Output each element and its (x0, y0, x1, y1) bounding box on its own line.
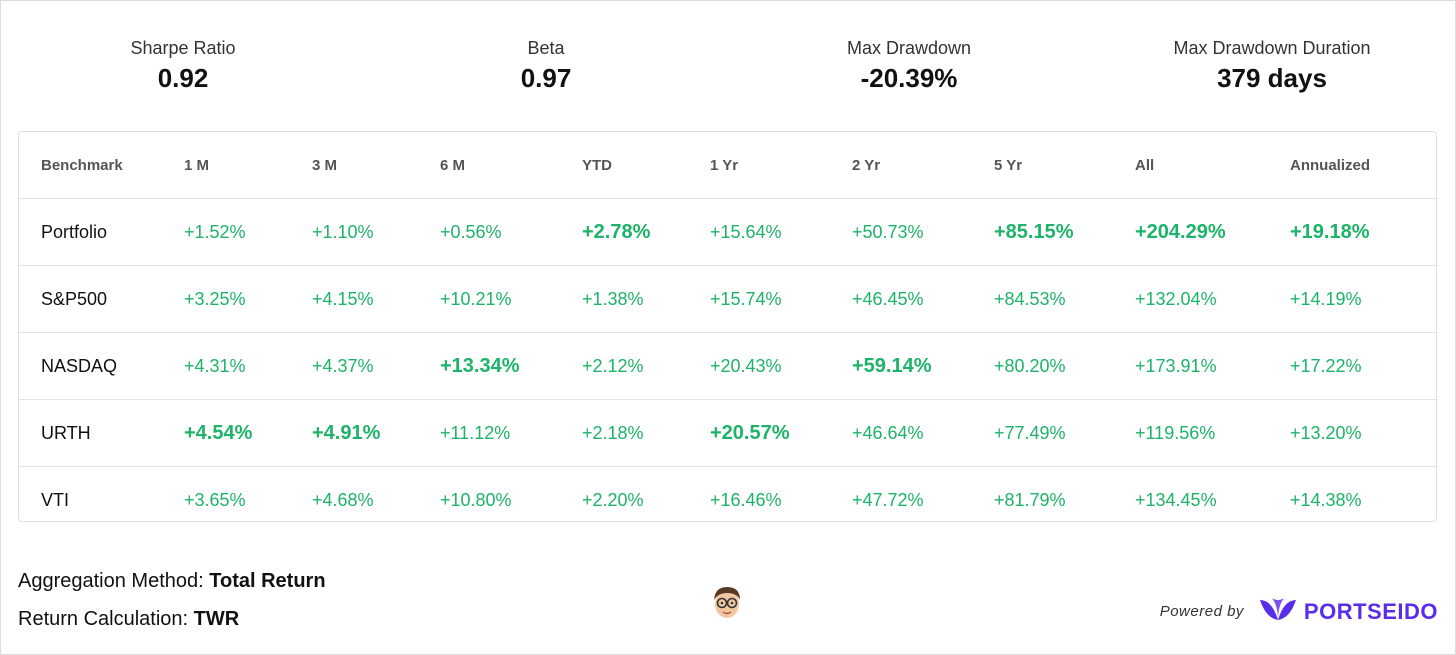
return-cell: +1.52% (162, 198, 290, 266)
stat-value: 0.92 (157, 63, 209, 93)
return-cell: +3.25% (162, 265, 290, 333)
return-cell: +46.45% (830, 265, 972, 333)
column-header: Benchmark (19, 132, 162, 199)
return-cell-best: +20.57% (688, 399, 830, 467)
powered-by-label: Powered by (1159, 603, 1244, 620)
return-cell: +14.19% (1268, 265, 1438, 333)
stat-max-drawdown-duration: Max Drawdown Duration 379 days (1122, 38, 1422, 94)
return-cell: +80.20% (972, 332, 1113, 400)
benchmark-name: S&P500 (19, 265, 162, 333)
return-cell: +47.72% (852, 489, 924, 510)
column-header: 2 Yr (830, 132, 972, 199)
return-cell: +15.74% (688, 265, 830, 333)
return-cell: +4.37% (290, 332, 418, 400)
column-header: All (1113, 132, 1268, 199)
return-cell: +11.12% (418, 399, 560, 467)
return-cell: +10.21% (418, 265, 560, 333)
stat-max-drawdown: Max Drawdown -20.39% (759, 38, 1059, 94)
table-header-row: Benchmark 1 M 3 M 6 M YTD 1 Yr 2 Yr 5 Yr… (19, 132, 1438, 199)
return-cell: +132.04% (1113, 265, 1268, 333)
column-header: 3 M (290, 132, 418, 199)
return-cell: +13.20% (1268, 399, 1438, 467)
table-row: NASDAQ +4.31% +4.37% +13.34% +2.12% +20.… (19, 332, 1438, 400)
benchmark-table: Benchmark 1 M 3 M 6 M YTD 1 Yr 2 Yr 5 Yr… (19, 132, 1438, 533)
return-cell: +10.80% (440, 489, 512, 510)
return-cell: +119.56% (1113, 399, 1268, 467)
return-cell: +2.12% (560, 332, 688, 400)
stat-beta: Beta 0.97 (396, 38, 696, 94)
return-cell-best: +13.34% (418, 332, 560, 400)
column-header: 1 M (162, 132, 290, 199)
table-row: Portfolio +1.52% +1.10% +0.56% +2.78% +1… (19, 198, 1438, 266)
return-cell: +4.68% (312, 489, 374, 510)
return-cell: +173.91% (1113, 332, 1268, 400)
return-cell: +2.20% (582, 489, 644, 510)
aggregation-value: Total Return (209, 570, 326, 592)
benchmark-table-container: Benchmark 1 M 3 M 6 M YTD 1 Yr 2 Yr 5 Yr… (18, 131, 1438, 522)
return-cell: +1.38% (560, 265, 688, 333)
stat-label: Max Drawdown Duration (1173, 38, 1371, 58)
return-cell: +16.46% (710, 489, 782, 510)
aggregation-method: Aggregation Method: Total Return (18, 566, 326, 604)
column-header: 6 M (418, 132, 560, 199)
brand-name[interactable]: PORTSEIDO (1303, 598, 1438, 624)
stat-label: Max Drawdown (846, 38, 972, 58)
column-header: Annualized (1268, 132, 1438, 199)
stats-bar: Sharpe Ratio 0.92 Beta 0.97 Max Drawdown… (0, 38, 1456, 98)
powered-by: Powered by PORTSEIDO (1160, 596, 1438, 627)
avatar-icon (710, 584, 744, 620)
return-cell: +77.49% (972, 399, 1113, 467)
return-cell: +84.53% (972, 265, 1113, 333)
stat-value: -20.39% (860, 63, 958, 93)
return-cell-best: +4.91% (290, 399, 418, 467)
return-cell: +1.10% (290, 198, 418, 266)
return-cell: +50.73% (830, 198, 972, 266)
leaf-logo-icon (1258, 596, 1298, 627)
column-header: YTD (560, 132, 688, 199)
benchmark-name: VTI (41, 489, 70, 510)
benchmark-name: URTH (19, 399, 162, 467)
column-header: 1 Yr (688, 132, 830, 199)
return-cell: +46.64% (830, 399, 972, 467)
calculation-settings: Aggregation Method: Total Return Return … (18, 566, 326, 642)
return-cell-best: +4.54% (162, 399, 290, 467)
return-calculation: Return Calculation: TWR (18, 604, 326, 642)
aggregation-label: Aggregation Method: (18, 570, 210, 592)
benchmark-name: Portfolio (19, 198, 162, 266)
return-cell-best: +19.18% (1268, 198, 1438, 266)
return-cell: +4.31% (162, 332, 290, 400)
return-cell: +2.18% (560, 399, 688, 467)
stat-value: 379 days (1217, 63, 1327, 93)
return-label: Return Calculation: (18, 608, 194, 630)
return-cell: +20.43% (688, 332, 830, 400)
return-cell-best: +204.29% (1113, 198, 1268, 266)
table-row: VTI +3.65% +4.68% +10.80% +2.20% +16.46%… (19, 467, 1438, 534)
return-cell-best: +59.14% (830, 332, 972, 400)
return-cell: +0.56% (418, 198, 560, 266)
stat-sharpe-ratio: Sharpe Ratio 0.92 (33, 38, 333, 94)
return-value: TWR (193, 608, 240, 630)
return-cell: +81.79% (994, 489, 1066, 510)
return-cell: +4.15% (290, 265, 418, 333)
table-row: URTH +4.54% +4.91% +11.12% +2.18% +20.57… (19, 399, 1438, 467)
stat-label: Beta (527, 38, 565, 58)
return-cell: +15.64% (688, 198, 830, 266)
benchmark-name: NASDAQ (19, 332, 162, 400)
return-cell: +14.38% (1290, 489, 1362, 510)
column-header: 5 Yr (972, 132, 1113, 199)
return-cell-best: +85.15% (972, 198, 1113, 266)
return-cell-best: +2.78% (560, 198, 688, 266)
return-cell: +17.22% (1268, 332, 1438, 400)
table-row: S&P500 +3.25% +4.15% +10.21% +1.38% +15.… (19, 265, 1438, 333)
return-cell: +3.65% (184, 489, 246, 510)
stat-value: 0.97 (520, 63, 572, 93)
return-cell: +134.45% (1135, 489, 1217, 510)
stat-label: Sharpe Ratio (130, 38, 236, 58)
